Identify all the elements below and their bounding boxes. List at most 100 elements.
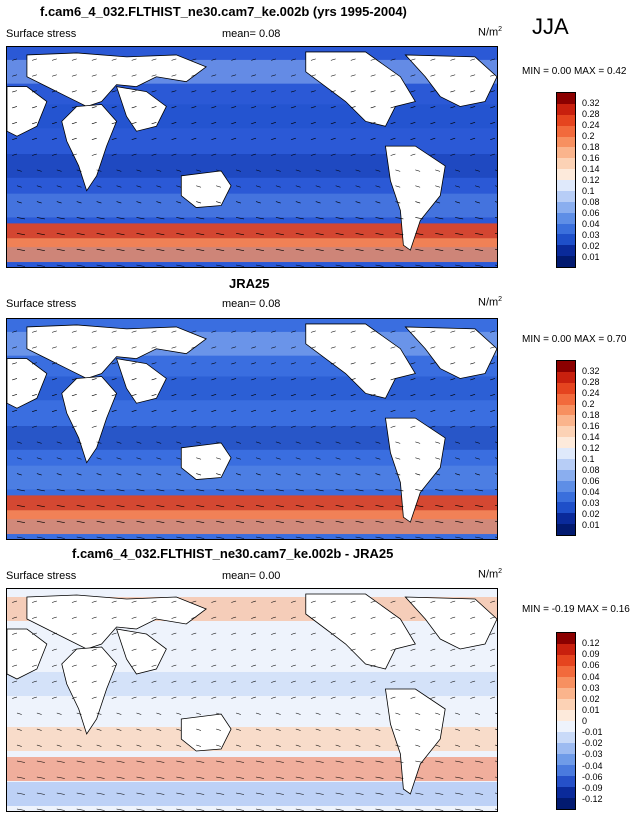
wind-arrow: [370, 362, 376, 365]
wind-arrow: [490, 58, 496, 61]
wind-arrow: [370, 137, 376, 140]
wind-arrow: [91, 330, 97, 333]
wind-arrow: [310, 90, 316, 93]
wind-arrow: [271, 153, 276, 156]
colorbar-swatch: [557, 426, 575, 438]
wind-arrow: [176, 264, 185, 267]
panel-2-units: N/m2: [478, 296, 502, 309]
wind-arrow: [96, 441, 102, 444]
wind-arrow: [255, 217, 265, 220]
wind-arrow: [12, 648, 18, 651]
wind-arrow: [350, 90, 356, 93]
wind-arrow: [430, 378, 436, 381]
colorbar-swatch: [557, 393, 575, 405]
wind-arrow: [435, 520, 444, 523]
wind-arrow: [156, 201, 162, 204]
wind-arrow: [76, 776, 85, 779]
wind-arrow: [131, 425, 137, 428]
wind-arrow: [96, 473, 102, 476]
wind-arrow: [231, 600, 237, 603]
wind-arrow: [231, 74, 237, 77]
wind-arrow: [116, 712, 122, 715]
wind-arrow: [415, 760, 424, 763]
wind-arrow: [271, 648, 276, 651]
wind-arrow: [96, 169, 102, 172]
wind-arrow: [455, 744, 461, 747]
wind-arrow: [36, 248, 45, 251]
wind-arrow: [455, 169, 461, 172]
wind-arrow: [330, 425, 336, 428]
wind-arrow: [271, 74, 276, 77]
wind-arrow: [455, 441, 461, 444]
wind-vectors: [12, 58, 497, 267]
wind-arrow: [12, 90, 18, 93]
colorbar-tick-label: 0.01: [582, 704, 600, 715]
wind-arrow: [211, 58, 217, 61]
wind-arrow: [475, 185, 480, 188]
wind-arrow: [271, 58, 276, 61]
wind-arrow: [131, 394, 137, 397]
wind-arrow: [455, 248, 464, 251]
panel-1-units: N/m2: [478, 26, 502, 39]
colorbar-swatch: [557, 721, 575, 732]
wind-arrow: [470, 680, 476, 683]
wind-arrow: [335, 185, 341, 188]
wind-arrow: [470, 346, 476, 349]
wind-arrow: [231, 648, 237, 651]
wind-arrow: [116, 792, 125, 795]
wind-arrow: [490, 409, 496, 412]
wind-arrow: [335, 744, 341, 747]
wind-arrow: [156, 744, 162, 747]
wind-arrow: [494, 505, 497, 506]
wind-arrow: [490, 664, 496, 667]
wind-arrow: [375, 744, 381, 747]
wind-arrow: [450, 378, 456, 381]
wind-arrow: [395, 201, 401, 204]
wind-arrow: [111, 425, 117, 428]
wind-arrow: [410, 378, 416, 381]
wind-arrow: [196, 792, 205, 795]
wind-arrow: [136, 536, 145, 539]
wind-arrow: [350, 696, 356, 699]
panel-2-colorbar: [556, 360, 576, 536]
wind-arrow: [36, 233, 45, 236]
wind-arrow: [191, 330, 197, 333]
wind-arrow: [494, 473, 497, 475]
wind-arrow: [450, 680, 456, 683]
wind-arrow: [231, 153, 237, 156]
wind-arrow: [196, 776, 205, 779]
wind-arrow: [370, 425, 376, 428]
colorbar-swatch: [557, 361, 575, 372]
wind-arrow: [251, 632, 257, 635]
panel-3-title: f.cam6_4_032.FLTHIST_ne30.cam7_ke.002b -…: [72, 546, 394, 561]
wind-arrow: [111, 696, 117, 699]
wind-arrow: [350, 362, 356, 365]
wind-arrow: [251, 106, 257, 109]
wind-arrow: [176, 201, 182, 204]
wind-arrow: [32, 632, 37, 635]
wind-arrow: [370, 409, 376, 412]
wind-arrow: [76, 728, 82, 731]
wind-arrow: [415, 473, 421, 476]
wind-arrow: [375, 248, 384, 251]
wind-arrow: [410, 648, 416, 651]
wind-arrow: [435, 712, 441, 715]
wind-arrow: [16, 728, 22, 731]
wind-arrow: [275, 792, 284, 795]
colorbar-swatch: [557, 147, 575, 159]
wind-arrow: [310, 74, 316, 77]
wind-arrow: [91, 137, 97, 140]
wind-arrow: [51, 648, 57, 651]
wind-arrow: [32, 106, 37, 109]
wind-arrow: [32, 330, 37, 333]
wind-arrow: [151, 74, 157, 77]
wind-arrow: [330, 409, 336, 412]
wind-arrow: [435, 201, 441, 204]
wind-arrow: [435, 217, 444, 220]
wind-arrow: [235, 185, 241, 188]
wind-arrow: [12, 122, 18, 125]
wind-arrow: [51, 425, 57, 428]
wind-arrow: [136, 505, 145, 508]
wind-arrow: [211, 696, 217, 699]
wind-arrow: [251, 394, 257, 397]
